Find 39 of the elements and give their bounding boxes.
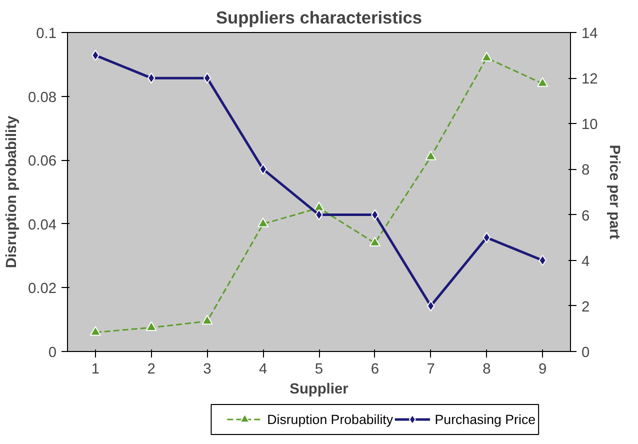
y-axis-title: Disruption probability: [4, 115, 20, 268]
y2-axis-title: Price per part: [606, 144, 622, 240]
point: [146, 321, 157, 331]
y2-tick-label: 10: [582, 117, 598, 134]
x-tick-label: 6: [370, 362, 379, 378]
point: [258, 218, 269, 228]
y-tick-label: 0.02: [28, 281, 57, 298]
x-tick-label: 4: [259, 362, 268, 378]
point: [481, 52, 492, 62]
y2-tick-label: 2: [582, 299, 590, 316]
point: [537, 77, 548, 87]
x-tick-label: 9: [538, 362, 547, 378]
y-tick-label: 0.08: [28, 90, 57, 106]
point: [426, 300, 435, 312]
y2-tick-label: 0: [582, 345, 590, 361]
chart-title: Suppliers characteristics: [216, 8, 422, 28]
point: [203, 72, 212, 84]
point: [90, 326, 101, 336]
y-tick-label: 0.04: [28, 217, 57, 234]
y2-tick-label: 6: [582, 208, 590, 224]
x-tick-label: 2: [147, 362, 156, 378]
x-tick-label: 3: [203, 362, 212, 378]
y2-tick-label: 4: [582, 254, 590, 270]
point: [425, 150, 436, 160]
x-tick-label: 5: [314, 362, 324, 378]
x-tick-label: 8: [482, 362, 491, 378]
x-axis-title: Supplier: [290, 382, 349, 398]
y-tick-label: 0.1: [36, 26, 56, 42]
x-tick-label: 1: [91, 362, 100, 378]
y-tick-label: 0.06: [28, 154, 57, 170]
legend-label: Purchasing Price: [434, 412, 536, 427]
y2-tick-label: 12: [582, 72, 598, 88]
legend-label: Disruption Probability: [267, 412, 394, 427]
y2-tick-label: 14: [582, 26, 598, 42]
point: [369, 236, 380, 246]
y-tick-label: 0: [48, 345, 57, 361]
point: [202, 314, 213, 325]
x-tick-label: 7: [426, 362, 435, 378]
y2-tick-label: 8: [582, 162, 590, 179]
